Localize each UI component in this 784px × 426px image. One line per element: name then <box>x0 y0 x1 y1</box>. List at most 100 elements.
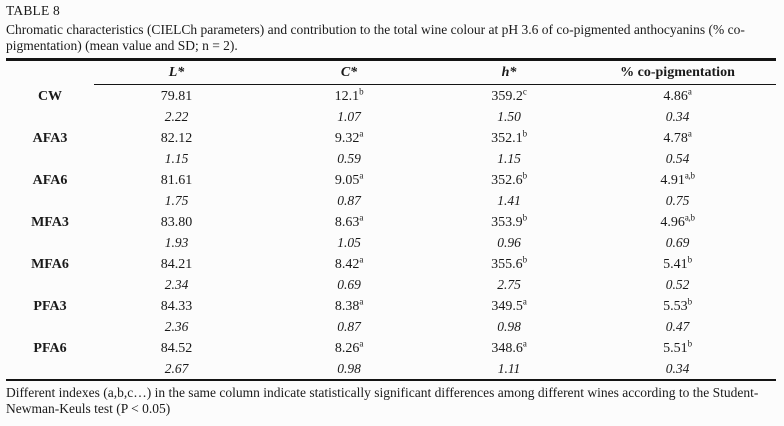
significance-superscript: b <box>687 254 693 265</box>
mean-value: 84.33 <box>160 299 193 314</box>
cell-sd: 0.52 <box>665 277 690 292</box>
cell-mean: 9.32a <box>259 127 439 149</box>
cell-sd: 1.11 <box>497 361 521 376</box>
cell-sd: 0.47 <box>665 319 690 334</box>
data-table: L* C* h* % co-pigmentation CW 79.81 12.1b 3… <box>6 58 776 381</box>
cell-mean: 12.1b <box>259 85 439 108</box>
row-label: PFA3 <box>33 299 67 314</box>
table-row-mean: MFA3 83.80 8.63a 353.9b 4.96a,b <box>6 211 776 233</box>
mean-value: 8.26 <box>334 341 360 356</box>
mean-value: 4.78 <box>663 131 688 146</box>
cell-mean: 84.21 <box>94 253 259 275</box>
cell-mean: 4.86a <box>579 85 776 108</box>
table-number: TABLE 8 <box>6 3 60 18</box>
significance-superscript: a <box>522 296 527 307</box>
row-label-empty <box>6 275 94 295</box>
row-label: MFA3 <box>31 215 69 230</box>
mean-value: 84.52 <box>160 341 193 356</box>
mean-value: 4.96 <box>660 215 685 230</box>
cell-mean: 5.53b <box>579 295 776 317</box>
significance-superscript: a <box>359 296 364 307</box>
cell-sd: 0.59 <box>337 151 361 166</box>
cell-sd: 1.15 <box>164 151 189 166</box>
cell-mean: 4.78a <box>579 127 776 149</box>
mean-value: 9.05 <box>334 173 360 188</box>
cell-sd: 1.75 <box>164 193 189 208</box>
mean-value: 79.81 <box>160 89 193 104</box>
header-row: L* C* h* % co-pigmentation <box>6 59 776 85</box>
row-label-empty <box>6 107 94 127</box>
cell-sd: 0.87 <box>337 319 361 334</box>
cell-sd: 0.75 <box>665 193 690 208</box>
cell-sd: 1.93 <box>164 235 189 250</box>
cell-mean: 359.2c <box>439 85 579 108</box>
row-label: MFA6 <box>31 257 69 272</box>
cell-mean: 355.6b <box>439 253 579 275</box>
significance-superscript: a <box>687 128 692 139</box>
cell-mean: 4.91a,b <box>579 169 776 191</box>
row-label: CW <box>37 88 63 104</box>
mean-value: 8.63 <box>334 215 360 230</box>
table-caption: Chromatic characteristics (CIELCh parame… <box>6 22 745 53</box>
table-row-mean: PFA3 84.33 8.38a 349.5a 5.53b <box>6 295 776 317</box>
mean-value: 84.21 <box>160 257 193 272</box>
cell-sd: 1.15 <box>497 151 521 166</box>
table-row-sd: 2.22 1.07 1.50 0.34 <box>6 107 776 127</box>
cell-sd: 2.34 <box>164 277 189 292</box>
cell-mean: 83.80 <box>94 211 259 233</box>
mean-value: 82.12 <box>160 131 193 146</box>
cell-mean: 8.42a <box>259 253 439 275</box>
header-chroma: C* <box>259 59 439 85</box>
cell-sd: 2.22 <box>164 109 189 124</box>
mean-value: 5.53 <box>663 299 688 314</box>
cell-sd: 1.05 <box>337 235 361 250</box>
table-row-sd: 1.93 1.05 0.96 0.69 <box>6 233 776 253</box>
row-label: PFA6 <box>33 341 67 356</box>
row-label: AFA3 <box>32 131 68 146</box>
mean-value: 5.41 <box>663 257 688 272</box>
significance-superscript: a <box>359 212 364 223</box>
cell-mean: 9.05a <box>259 169 439 191</box>
significance-superscript: a,b <box>684 170 695 181</box>
cell-sd: 0.34 <box>665 109 690 124</box>
cell-sd: 0.87 <box>337 193 361 208</box>
cell-mean: 82.12 <box>94 127 259 149</box>
row-label: AFA6 <box>32 173 68 188</box>
significance-superscript: a <box>359 254 364 265</box>
cell-sd: 0.54 <box>665 151 690 166</box>
cell-sd: 1.50 <box>497 109 521 124</box>
mean-value: 353.9 <box>491 215 523 230</box>
significance-superscript: a <box>522 338 527 349</box>
significance-superscript: a <box>359 338 364 349</box>
header-lightness: L* <box>94 59 259 85</box>
significance-superscript: a <box>359 128 364 139</box>
cell-mean: 353.9b <box>439 211 579 233</box>
cell-sd: 1.41 <box>497 193 521 208</box>
mean-value: 4.91 <box>660 173 685 188</box>
header-hue: h* <box>439 59 579 85</box>
cell-sd: 0.98 <box>497 319 521 334</box>
significance-superscript: a,b <box>684 212 695 223</box>
cell-mean: 349.5a <box>439 295 579 317</box>
cell-sd: 0.69 <box>665 235 690 250</box>
cell-mean: 81.61 <box>94 169 259 191</box>
table-row-mean: AFA6 81.61 9.05a 352.6b 4.91a,b <box>6 169 776 191</box>
cell-mean: 4.96a,b <box>579 211 776 233</box>
cell-sd: 0.34 <box>665 361 690 376</box>
cell-mean: 8.63a <box>259 211 439 233</box>
significance-superscript: b <box>522 128 528 139</box>
significance-superscript: b <box>522 212 528 223</box>
mean-value: 8.42 <box>334 257 360 272</box>
significance-superscript: c <box>522 86 527 97</box>
cell-mean: 348.6a <box>439 337 579 359</box>
table-row-mean: MFA6 84.21 8.42a 355.6b 5.41b <box>6 253 776 275</box>
table-row-sd: 1.15 0.59 1.15 0.54 <box>6 149 776 169</box>
significance-superscript: b <box>359 86 364 97</box>
cell-sd: 0.96 <box>497 235 521 250</box>
cell-sd: 0.98 <box>337 361 361 376</box>
significance-superscript: b <box>522 254 528 265</box>
table-row-sd: 1.75 0.87 1.41 0.75 <box>6 191 776 211</box>
cell-mean: 84.33 <box>94 295 259 317</box>
significance-superscript: a <box>359 170 364 181</box>
